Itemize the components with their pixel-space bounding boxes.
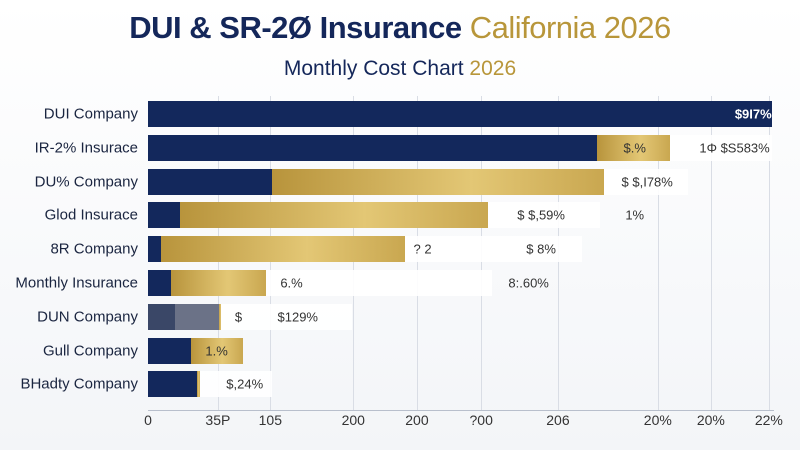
title-main: DUI & SR-2Ø Insurance [129,10,462,45]
data-label: $9I7% [734,106,772,122]
category-label: DUN Company [37,308,138,326]
data-label: $ [234,309,243,325]
category-label: BHadty Company [20,375,138,393]
data-label: 1% [625,207,645,223]
navy-bar [148,202,180,229]
data-label: 1Φ $S583% [699,140,770,156]
navy-bar [148,371,198,398]
data-label: $ 8% [526,241,556,257]
label-box [265,270,492,296]
navy-bar [148,337,192,364]
category-label: IR-2% Insurace [34,139,138,157]
subtitle-accent: 2026 [469,57,517,80]
x-tick-label: 105 [258,412,282,428]
category-label: DU% Company [34,173,138,191]
data-label: $129% [277,309,318,325]
navy-bar [148,134,598,161]
data-label: $ $,I78% [621,174,673,190]
gold-bar [161,236,406,263]
data-label: $.% [623,140,646,156]
category-label: DUI Company [43,105,138,123]
category-label: Monthly Insurance [15,274,138,292]
category-label: Gull Company [42,342,138,360]
navy-bar [148,270,172,296]
gridline [710,96,712,410]
navy-bar [148,168,273,195]
label-box [405,236,583,263]
gold-bar [272,168,605,195]
gold-bar [597,134,671,161]
label-box [488,202,600,229]
x-tick-label: 22% [754,412,783,428]
category-label: Glod Insurace [44,206,138,224]
navy-bar [148,101,772,127]
label-box [604,168,688,195]
data-label: 8:.60% [508,275,549,291]
title-accent: California 2026 [469,10,672,45]
subtitle-main: Monthly Cost Chart [283,57,464,80]
x-axis [148,410,774,411]
label-box [221,303,353,330]
gridline [657,96,659,410]
gridline [768,96,770,410]
gold-bar [191,337,243,364]
x-tick-label: 20% [696,412,725,428]
gray-bar [174,303,220,330]
x-tick-label: 35P [205,412,231,428]
chart-subtitle: Monthly Cost Chart 2026 [0,57,800,81]
data-label: 1.% [205,343,228,359]
navy-bar [148,236,162,263]
chart-title: DUI & SR-2Ø Insurance California 2026 [0,10,800,46]
data-label: $,24% [226,376,264,392]
label-box [199,371,273,398]
data-label: $ $,59% [517,207,565,223]
x-tick-label: 206 [546,412,570,428]
category-label: 8R Company [50,240,138,258]
x-tick-label: 0 [144,412,152,428]
data-label: 6.% [280,275,303,291]
x-tick-label: 200 [405,412,429,428]
data-label: ? 2 [413,241,432,257]
x-tick-label: ?00 [469,412,493,428]
gold-bar [179,202,489,229]
gold-bar [219,303,221,330]
navy-bar [148,303,175,330]
x-tick-label: 200 [341,412,365,428]
label-box [670,134,772,161]
gold-bar [197,371,200,398]
gold-bar [171,270,266,296]
x-tick-label: 20% [643,412,672,428]
